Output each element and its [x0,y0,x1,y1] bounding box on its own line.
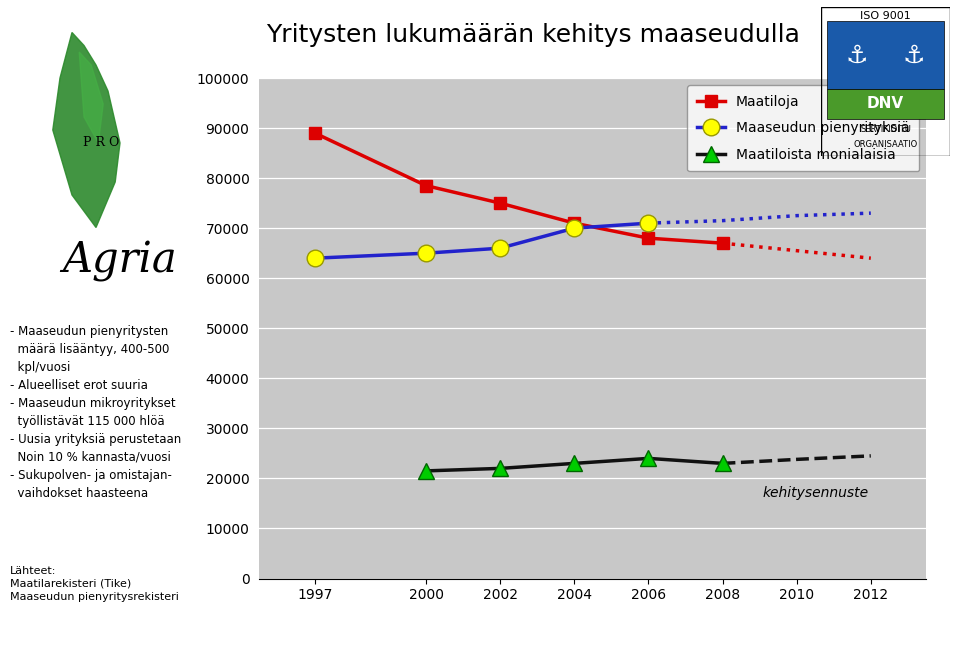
Legend: Maatiloja, Maaseudun pienyrityksiä, Maatiloista monialaisia: Maatiloja, Maaseudun pienyrityksiä, Maat… [687,85,920,172]
Text: DNV: DNV [867,96,904,111]
Text: Lähteet:
Maatilarekisteri (Tike)
Maaseudun pienyritysrekisteri: Lähteet: Maatilarekisteri (Tike) Maaseud… [10,566,179,602]
Text: ISO 9001: ISO 9001 [860,11,911,21]
Text: - Maaseudun pienyritysten
  määrä lisääntyy, 400-500
  kpl/vuosi
- Alueelliset e: - Maaseudun pienyritysten määrä lisäänty… [10,325,180,500]
Text: ORGANISAATIO: ORGANISAATIO [853,140,918,149]
Polygon shape [53,32,120,228]
Text: SERTIFIOITU: SERTIFIOITU [860,125,911,134]
Text: Agria: Agria [62,240,178,283]
Text: ⚓: ⚓ [903,44,925,68]
FancyBboxPatch shape [828,21,944,89]
Polygon shape [79,52,104,143]
FancyBboxPatch shape [828,89,944,118]
Text: kehitysennuste: kehitysennuste [762,486,868,500]
Text: P R O: P R O [83,136,119,150]
Text: ⚓: ⚓ [846,44,868,68]
Text: Yritysten lukumäärän kehitys maaseudulla: Yritysten lukumäärän kehitys maaseudulla [266,23,800,47]
